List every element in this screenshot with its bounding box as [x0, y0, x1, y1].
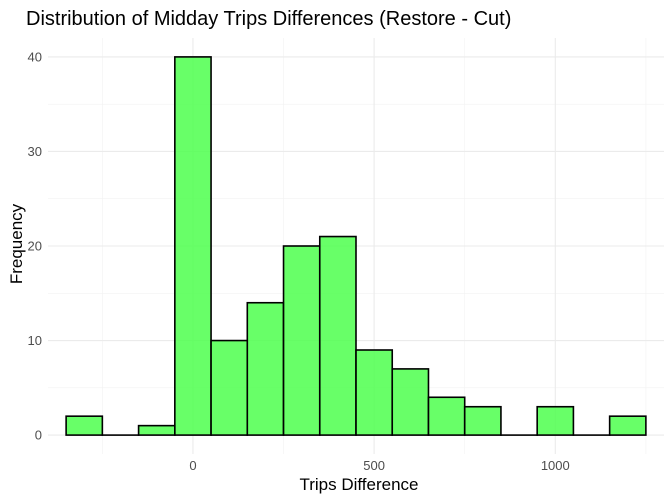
histogram-bar [318, 235, 357, 436]
histogram-bar [282, 245, 321, 436]
histogram-bar [210, 339, 249, 436]
chart-title: Distribution of Midday Trips Differences… [26, 8, 511, 30]
ticks: 0 500 1000 0 10 20 30 40 [28, 49, 570, 473]
histogram-bar [391, 368, 430, 436]
x-tick-label: 500 [363, 458, 385, 473]
histogram-bar [608, 415, 647, 436]
histogram-bar [355, 349, 394, 436]
histogram-bar [174, 56, 212, 436]
x-tick-label: 1000 [541, 458, 570, 473]
histogram-bar [65, 415, 104, 436]
histogram-bar [536, 405, 575, 436]
y-axis-title: Frequency [7, 203, 26, 284]
x-axis-title: Trips Difference [299, 475, 418, 494]
y-tick-label: 30 [28, 144, 42, 159]
histogram-bar [137, 424, 176, 436]
histogram-bar [463, 405, 502, 436]
bars [65, 56, 647, 436]
y-tick-label: 10 [28, 333, 42, 348]
y-tick-label: 40 [28, 49, 42, 64]
y-tick-label: 20 [28, 239, 42, 254]
histogram-bar [246, 301, 285, 436]
y-tick-label: 0 [35, 428, 42, 443]
histogram-bar [427, 396, 466, 436]
x-tick-label: 0 [189, 458, 196, 473]
